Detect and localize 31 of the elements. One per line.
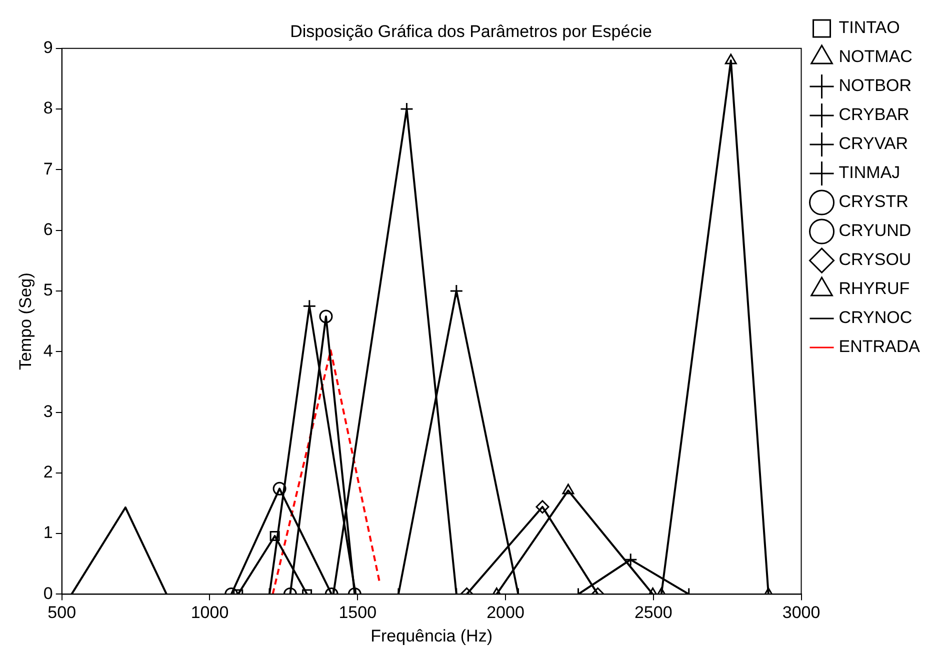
y-tick-label: 2 xyxy=(43,462,53,482)
x-tick-label: 500 xyxy=(48,603,76,622)
legend-label: CRYUND xyxy=(838,221,912,240)
x-axis-title: Frequência (Hz) xyxy=(370,626,492,646)
y-tick-label: 5 xyxy=(43,280,53,300)
y-tick-label: 3 xyxy=(43,402,53,421)
y-tick-label: 4 xyxy=(43,341,53,360)
x-tick-label: 2500 xyxy=(634,603,672,622)
x-tick-label: 1500 xyxy=(338,603,377,622)
legend-label: CRYBAR xyxy=(838,105,910,124)
legend-label: NOTMAC xyxy=(838,47,912,66)
y-tick-label: 6 xyxy=(43,220,53,240)
legend-label: CRYSTR xyxy=(838,192,908,212)
legend-label: TINTAO xyxy=(838,18,900,38)
legend-label: TINMAJ xyxy=(838,163,900,182)
y-tick-label: 8 xyxy=(43,98,53,118)
legend-label: CRYSOU xyxy=(838,250,912,270)
legend-label: NOTBOR xyxy=(838,76,912,96)
x-tick-label: 1000 xyxy=(190,603,229,622)
y-axis-title: Tempo (Seg) xyxy=(16,272,35,370)
y-tick-label: 1 xyxy=(43,523,53,542)
x-tick-label: 3000 xyxy=(782,603,820,622)
x-tick-label: 2000 xyxy=(486,603,524,622)
legend-label: CRYVAR xyxy=(838,134,908,154)
chart-title: Disposição Gráfica dos Parâmetros por Espécie xyxy=(290,22,652,41)
legend-label: ENTRADA xyxy=(838,337,921,356)
legend-label: RHYRUF xyxy=(838,279,910,298)
y-tick-label: 9 xyxy=(43,38,53,58)
y-tick-label: 0 xyxy=(43,584,53,603)
legend-label: CRYNOC xyxy=(838,308,912,328)
y-tick-label: 7 xyxy=(43,159,53,178)
